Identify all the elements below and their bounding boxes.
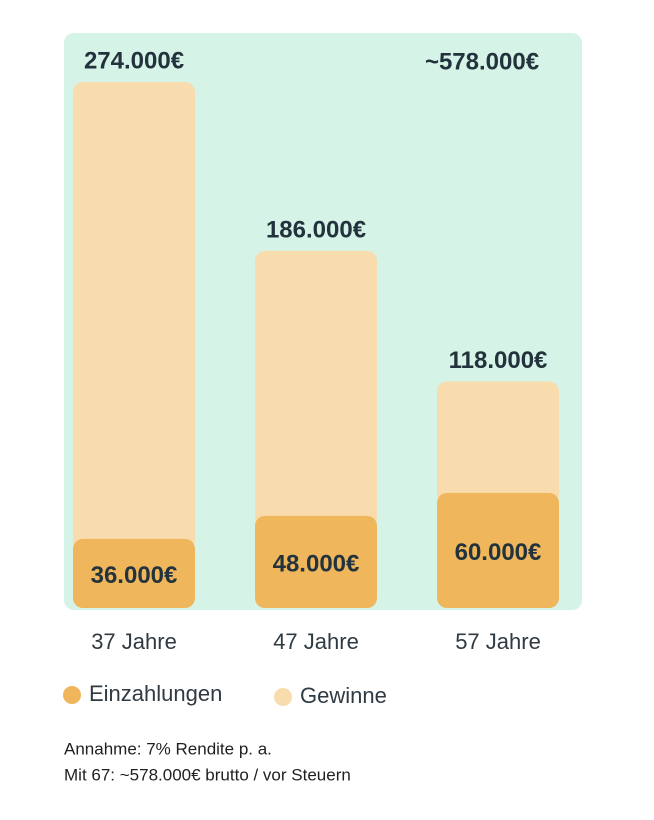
legend-label: Gewinne [300,683,387,708]
legend-swatch [63,686,81,704]
bar-segment [255,515,377,608]
bar-segment [437,492,559,608]
x-tick-label: 37 Jahre [91,629,177,654]
annotation: ~578.000€ [425,48,539,75]
data-label: 60.000€ [455,539,542,566]
data-label: 36.000€ [91,562,178,589]
bar-segment [437,381,559,505]
x-tick-label: 47 Jahre [273,629,359,654]
x-tick-label: 57 Jahre [455,629,541,654]
bar-segment [73,538,195,608]
note: Annahme: 7% Rendite p. a. [64,739,272,758]
total-label: 118.000€ [449,347,548,374]
data-label: 48.000€ [273,550,360,577]
legend-swatch [274,688,292,706]
total-label: 274.000€ [84,47,184,74]
legend-label: Einzahlungen [89,681,222,706]
bar-segment [73,82,195,551]
total-label: 186.000€ [266,216,366,243]
bar-segment [255,250,377,528]
note: Mit 67: ~578.000€ brutto / vor Steuern [64,765,351,784]
